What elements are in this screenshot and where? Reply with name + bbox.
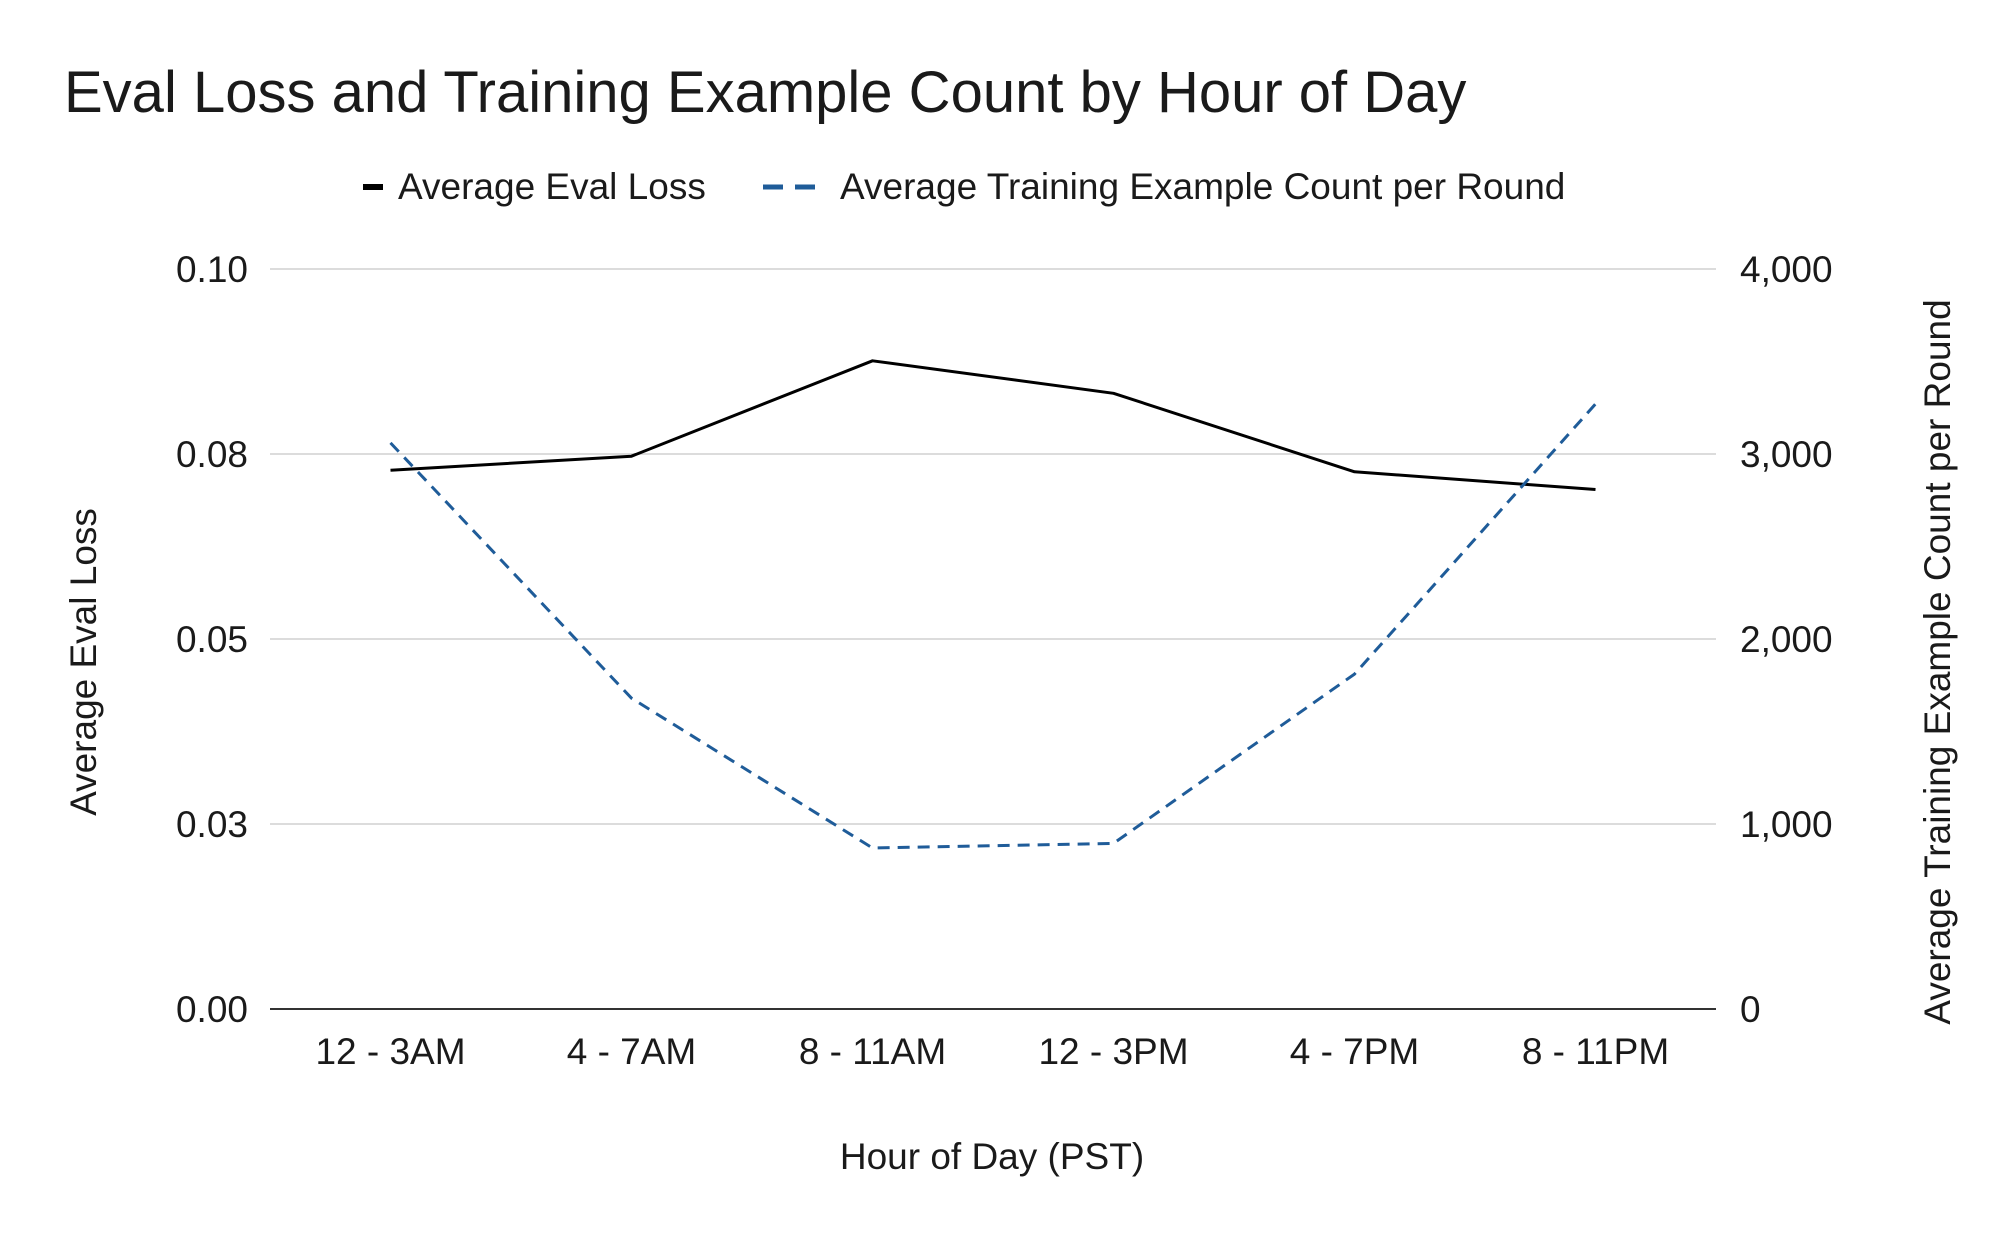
left-axis-title: Average Eval Loss (63, 508, 104, 816)
right-y-tick-label: 4,000 (1740, 249, 1833, 290)
tick-layer: 0.00 0.03 0.05 0.08 0.10 0 1,000 2,000 3,000 4,00… (176, 249, 1833, 1072)
series-line-eval-loss (391, 361, 1596, 490)
x-tick-label: 8 - 11PM (1522, 1031, 1669, 1072)
series-layer (390, 361, 1595, 848)
x-tick-label: 4 - 7PM (1290, 1031, 1420, 1072)
right-axis-title: Average Training Example Count per Round (1917, 299, 1958, 1024)
left-y-tick-label: 0.08 (176, 434, 248, 475)
left-y-tick-label: 0.10 (176, 249, 248, 290)
x-tick-label: 12 - 3PM (1038, 1031, 1188, 1072)
grid-layer (270, 269, 1716, 1009)
right-y-tick-label: 3,000 (1740, 434, 1833, 475)
right-y-tick-label: 0 (1740, 989, 1761, 1030)
left-y-tick-label: 0.05 (176, 619, 248, 660)
x-tick-label: 12 - 3AM (315, 1031, 465, 1072)
legend-label-training-count: Average Training Example Count per Round (840, 166, 1565, 207)
right-y-tick-label: 1,000 (1740, 804, 1833, 845)
legend-label-eval-loss: Average Eval Loss (398, 166, 706, 207)
left-y-tick-label: 0.03 (176, 804, 248, 845)
right-y-tick-label: 2,000 (1740, 619, 1833, 660)
x-tick-label: 8 - 11AM (799, 1031, 946, 1072)
x-tick-label: 4 - 7AM (567, 1031, 697, 1072)
x-axis-title: Hour of Day (PST) (840, 1136, 1144, 1177)
legend: Average Eval Loss Average Training Examp… (363, 166, 1565, 207)
left-y-tick-label: 0.00 (176, 989, 248, 1030)
series-line-training-count (391, 404, 1596, 848)
chart-title: Eval Loss and Training Example Count by … (64, 60, 1466, 125)
